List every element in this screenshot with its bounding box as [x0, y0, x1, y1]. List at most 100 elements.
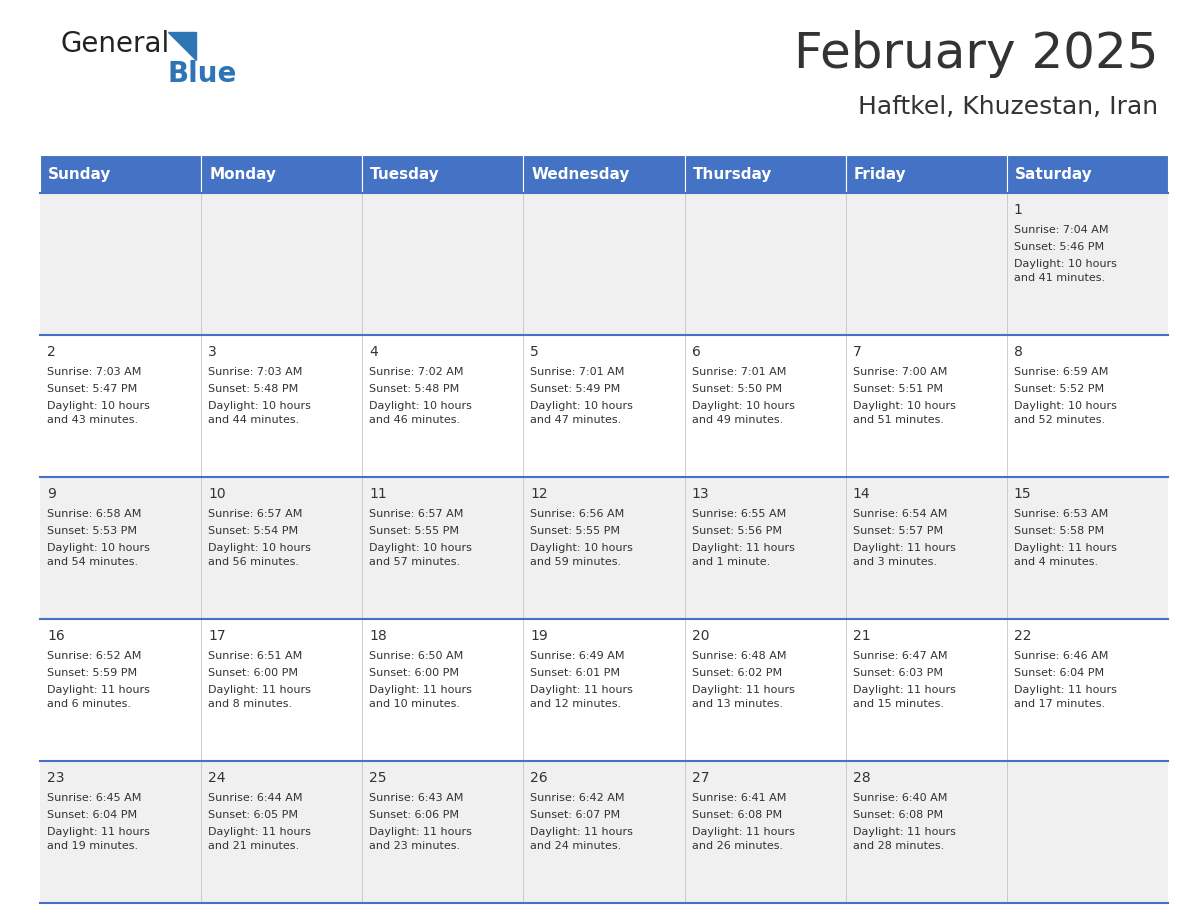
- Text: Sunset: 6:04 PM: Sunset: 6:04 PM: [1013, 668, 1104, 678]
- Bar: [684, 155, 846, 193]
- Text: Sunrise: 6:58 AM: Sunrise: 6:58 AM: [48, 509, 141, 519]
- Text: Daylight: 11 hours: Daylight: 11 hours: [48, 685, 150, 695]
- Text: Daylight: 10 hours: Daylight: 10 hours: [48, 543, 150, 553]
- Text: Sunrise: 6:55 AM: Sunrise: 6:55 AM: [691, 509, 785, 519]
- Text: 9: 9: [48, 487, 56, 501]
- Text: Daylight: 10 hours: Daylight: 10 hours: [691, 401, 795, 411]
- Text: Sunrise: 6:45 AM: Sunrise: 6:45 AM: [48, 793, 141, 803]
- Text: 22: 22: [1013, 629, 1031, 643]
- Text: Sunset: 5:48 PM: Sunset: 5:48 PM: [369, 384, 460, 394]
- Text: Sunrise: 6:52 AM: Sunrise: 6:52 AM: [48, 651, 141, 661]
- Text: Sunset: 5:47 PM: Sunset: 5:47 PM: [48, 384, 138, 394]
- Text: Daylight: 10 hours: Daylight: 10 hours: [369, 543, 472, 553]
- Text: Daylight: 10 hours: Daylight: 10 hours: [1013, 259, 1117, 269]
- Text: 2: 2: [48, 345, 56, 359]
- Text: Sunset: 6:00 PM: Sunset: 6:00 PM: [369, 668, 460, 678]
- Text: Sunset: 5:52 PM: Sunset: 5:52 PM: [1013, 384, 1104, 394]
- Text: and 1 minute.: and 1 minute.: [691, 557, 770, 567]
- Bar: [40, 155, 201, 193]
- Text: Daylight: 10 hours: Daylight: 10 hours: [369, 401, 472, 411]
- Text: and 19 minutes.: and 19 minutes.: [48, 841, 138, 851]
- Text: Sunrise: 6:51 AM: Sunrise: 6:51 AM: [208, 651, 303, 661]
- Text: Sunrise: 7:01 AM: Sunrise: 7:01 AM: [691, 367, 786, 377]
- Text: Sunset: 5:46 PM: Sunset: 5:46 PM: [1013, 242, 1104, 252]
- Text: and 44 minutes.: and 44 minutes.: [208, 415, 299, 425]
- Text: and 57 minutes.: and 57 minutes.: [369, 557, 461, 567]
- Text: Sunrise: 6:54 AM: Sunrise: 6:54 AM: [853, 509, 947, 519]
- Text: Sunset: 5:54 PM: Sunset: 5:54 PM: [208, 526, 298, 536]
- Text: Daylight: 11 hours: Daylight: 11 hours: [853, 685, 955, 695]
- Text: and 56 minutes.: and 56 minutes.: [208, 557, 299, 567]
- Text: Thursday: Thursday: [693, 166, 772, 182]
- Text: Daylight: 11 hours: Daylight: 11 hours: [691, 685, 795, 695]
- Text: Daylight: 11 hours: Daylight: 11 hours: [691, 827, 795, 837]
- Text: Sunrise: 7:02 AM: Sunrise: 7:02 AM: [369, 367, 463, 377]
- Text: Daylight: 11 hours: Daylight: 11 hours: [48, 827, 150, 837]
- Text: 19: 19: [530, 629, 548, 643]
- Text: Sunset: 6:02 PM: Sunset: 6:02 PM: [691, 668, 782, 678]
- Text: and 59 minutes.: and 59 minutes.: [530, 557, 621, 567]
- Text: Sunset: 5:59 PM: Sunset: 5:59 PM: [48, 668, 137, 678]
- Text: 6: 6: [691, 345, 701, 359]
- Text: Daylight: 11 hours: Daylight: 11 hours: [208, 685, 311, 695]
- Text: Daylight: 11 hours: Daylight: 11 hours: [530, 685, 633, 695]
- Text: Daylight: 10 hours: Daylight: 10 hours: [530, 401, 633, 411]
- Text: Sunrise: 6:50 AM: Sunrise: 6:50 AM: [369, 651, 463, 661]
- Text: and 26 minutes.: and 26 minutes.: [691, 841, 783, 851]
- Text: Sunset: 6:07 PM: Sunset: 6:07 PM: [530, 810, 620, 820]
- Text: and 46 minutes.: and 46 minutes.: [369, 415, 461, 425]
- Text: Daylight: 10 hours: Daylight: 10 hours: [48, 401, 150, 411]
- Text: and 23 minutes.: and 23 minutes.: [369, 841, 461, 851]
- Text: 7: 7: [853, 345, 861, 359]
- Text: 20: 20: [691, 629, 709, 643]
- Text: Sunset: 6:04 PM: Sunset: 6:04 PM: [48, 810, 137, 820]
- Text: and 51 minutes.: and 51 minutes.: [853, 415, 943, 425]
- Bar: [40, 761, 1168, 903]
- Text: Sunrise: 6:48 AM: Sunrise: 6:48 AM: [691, 651, 786, 661]
- Text: Sunset: 5:48 PM: Sunset: 5:48 PM: [208, 384, 298, 394]
- Text: Sunset: 5:57 PM: Sunset: 5:57 PM: [853, 526, 943, 536]
- Text: 21: 21: [853, 629, 871, 643]
- Text: 11: 11: [369, 487, 387, 501]
- Text: Sunset: 5:49 PM: Sunset: 5:49 PM: [530, 384, 620, 394]
- Text: 27: 27: [691, 771, 709, 785]
- Text: 5: 5: [530, 345, 539, 359]
- Text: and 12 minutes.: and 12 minutes.: [530, 699, 621, 709]
- Text: Sunrise: 7:00 AM: Sunrise: 7:00 AM: [853, 367, 947, 377]
- Text: 23: 23: [48, 771, 64, 785]
- Text: and 15 minutes.: and 15 minutes.: [853, 699, 943, 709]
- Text: and 54 minutes.: and 54 minutes.: [48, 557, 138, 567]
- Text: and 21 minutes.: and 21 minutes.: [208, 841, 299, 851]
- Bar: [524, 155, 684, 193]
- Text: Sunset: 5:55 PM: Sunset: 5:55 PM: [369, 526, 460, 536]
- Bar: [40, 619, 1168, 761]
- Text: 17: 17: [208, 629, 226, 643]
- Text: 16: 16: [48, 629, 65, 643]
- Text: Sunrise: 6:41 AM: Sunrise: 6:41 AM: [691, 793, 786, 803]
- Bar: [40, 193, 1168, 335]
- Text: Daylight: 11 hours: Daylight: 11 hours: [1013, 543, 1117, 553]
- Text: Sunrise: 7:03 AM: Sunrise: 7:03 AM: [208, 367, 303, 377]
- Bar: [362, 155, 524, 193]
- Text: Sunset: 5:53 PM: Sunset: 5:53 PM: [48, 526, 137, 536]
- Text: Sunset: 5:51 PM: Sunset: 5:51 PM: [853, 384, 943, 394]
- Text: Daylight: 10 hours: Daylight: 10 hours: [208, 401, 311, 411]
- Text: Sunrise: 6:57 AM: Sunrise: 6:57 AM: [369, 509, 463, 519]
- Text: 25: 25: [369, 771, 387, 785]
- Text: 12: 12: [530, 487, 548, 501]
- Text: Sunday: Sunday: [48, 166, 112, 182]
- Text: 26: 26: [530, 771, 548, 785]
- Text: General: General: [61, 30, 169, 58]
- Text: and 24 minutes.: and 24 minutes.: [530, 841, 621, 851]
- Text: 1: 1: [1013, 203, 1023, 217]
- Text: Monday: Monday: [209, 166, 276, 182]
- Text: Sunset: 6:00 PM: Sunset: 6:00 PM: [208, 668, 298, 678]
- Bar: [1007, 155, 1168, 193]
- Text: and 49 minutes.: and 49 minutes.: [691, 415, 783, 425]
- Text: Daylight: 10 hours: Daylight: 10 hours: [853, 401, 955, 411]
- Text: Sunrise: 6:46 AM: Sunrise: 6:46 AM: [1013, 651, 1108, 661]
- Text: and 10 minutes.: and 10 minutes.: [369, 699, 460, 709]
- Text: 8: 8: [1013, 345, 1023, 359]
- Bar: [201, 155, 362, 193]
- Text: Daylight: 10 hours: Daylight: 10 hours: [530, 543, 633, 553]
